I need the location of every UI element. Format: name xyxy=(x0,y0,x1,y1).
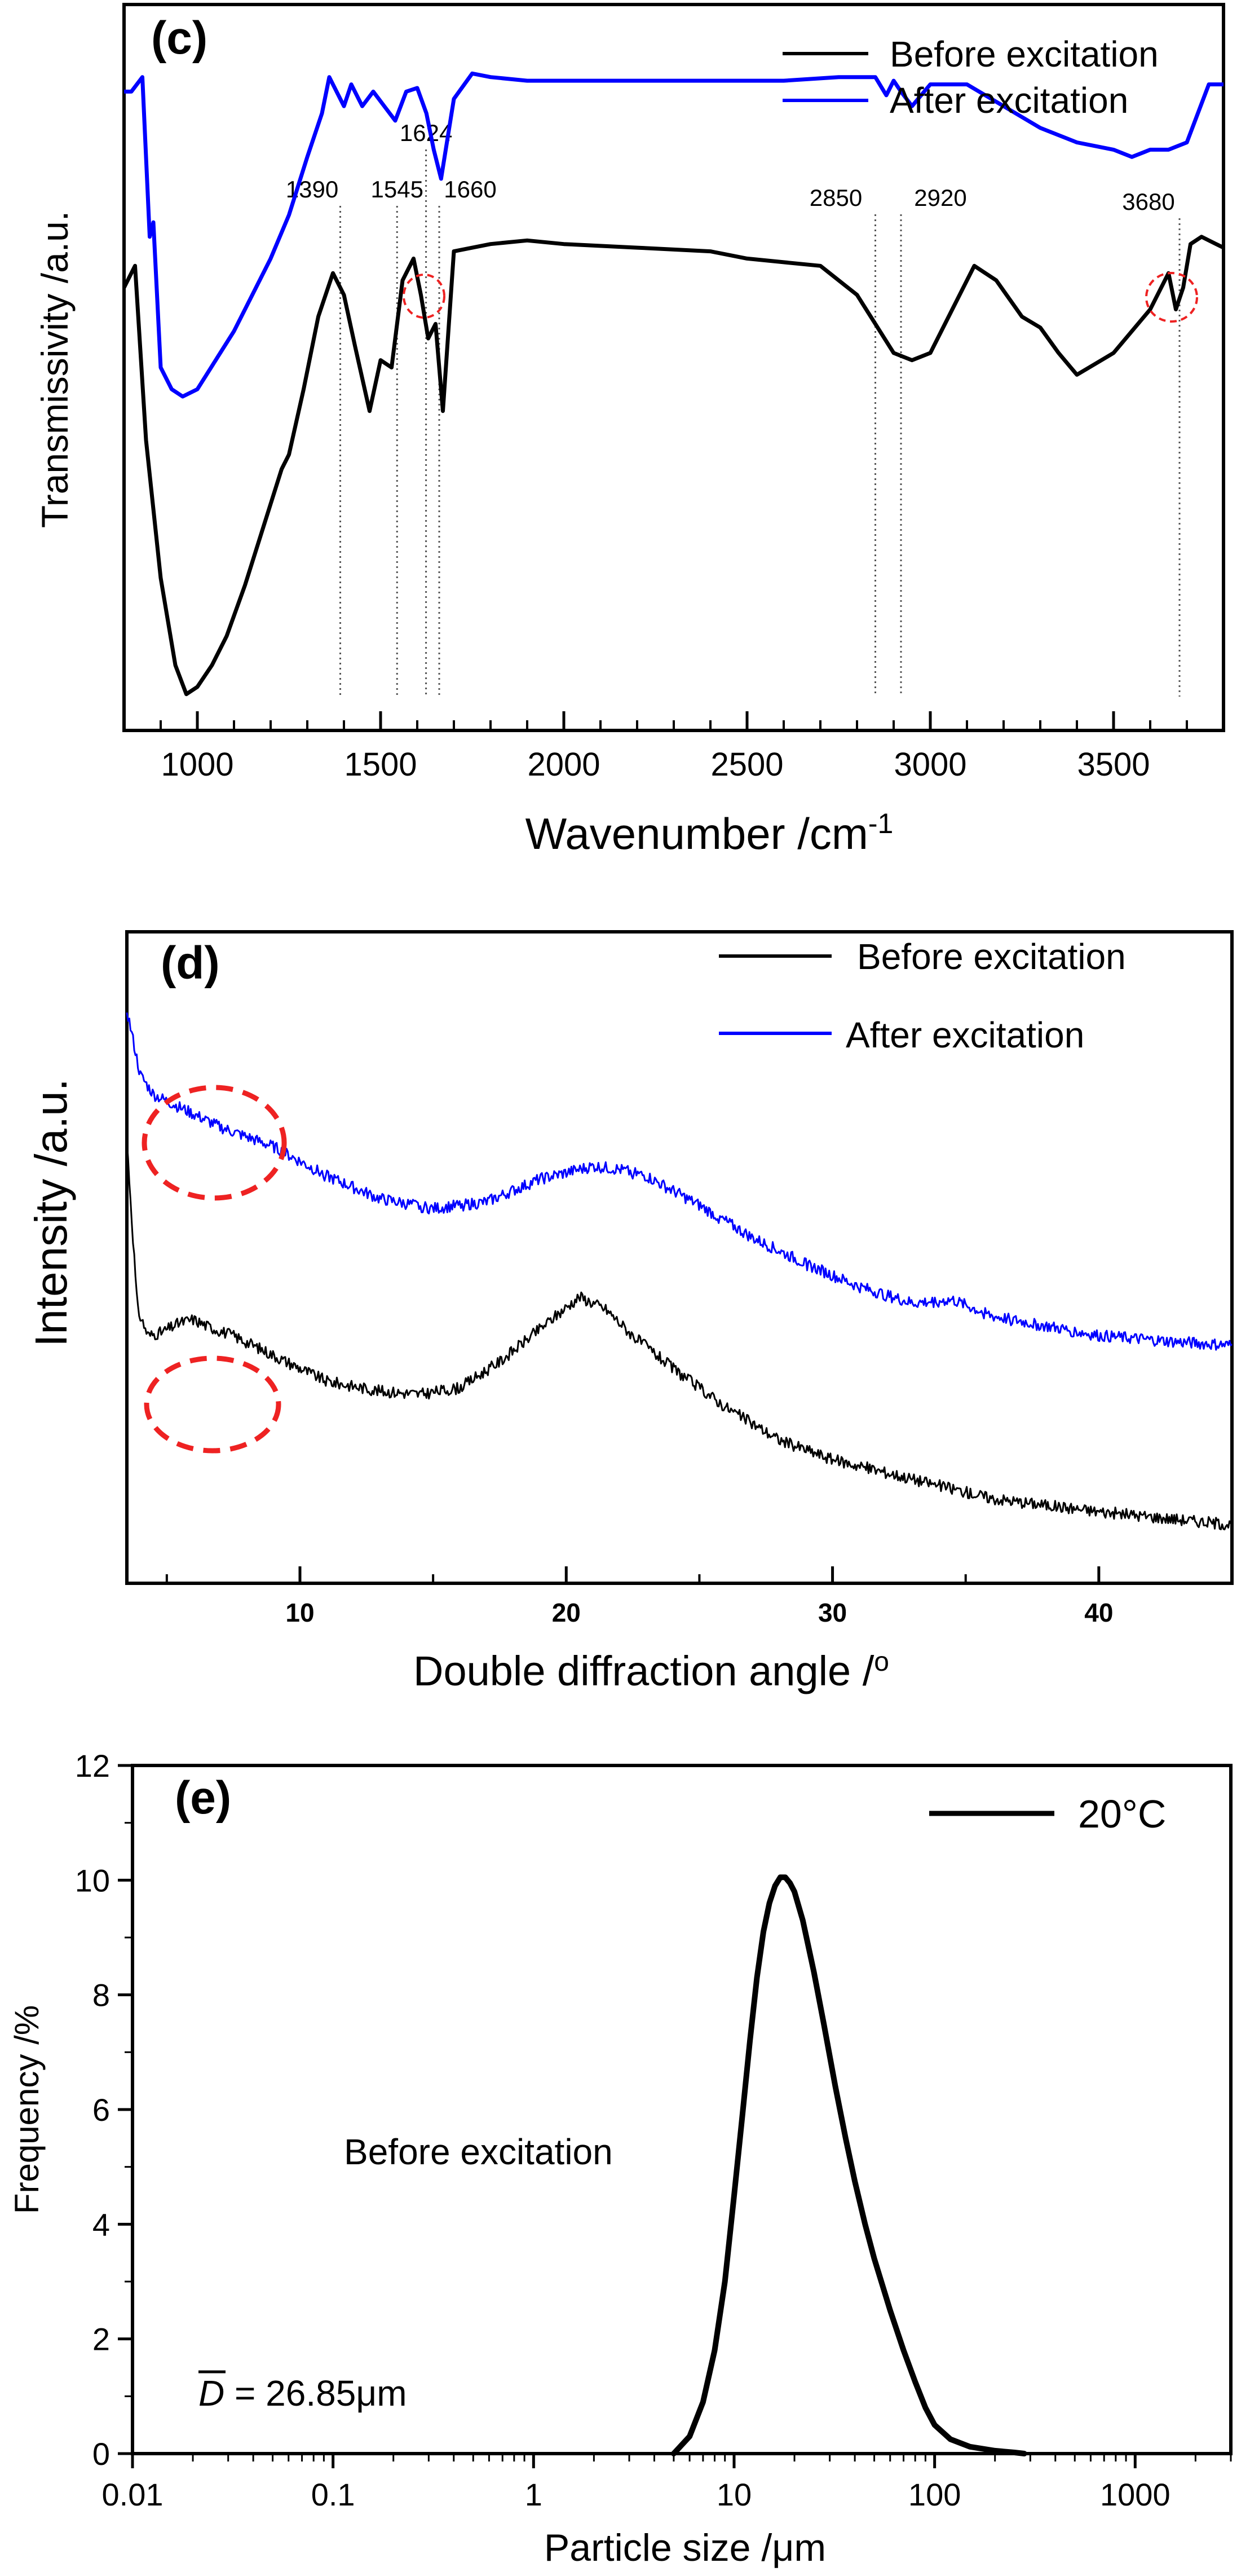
panel-d-x-axis-ticks: 10 20 30 40 xyxy=(165,1566,1233,1627)
panel-d-series xyxy=(126,1012,1233,1531)
panel-c-peak-label: 2920 xyxy=(914,184,966,211)
panel-c-peak-label: 1624 xyxy=(400,120,452,146)
panel-e-y-axis-title: Frequency /% xyxy=(8,2005,46,2214)
panel-c-x-axis-title-superscript: -1 xyxy=(868,808,893,839)
panel-e-x-tick-label: 0.01 xyxy=(102,2477,164,2512)
panel-c-x-tick-label: 2500 xyxy=(710,746,783,783)
panel-d-highlight-circle-after xyxy=(142,1085,287,1201)
panel-d-x-tick-label: 10 xyxy=(285,1598,314,1627)
panel-e-y-tick-label: 10 xyxy=(75,1862,110,1898)
panel-d-series-line-after xyxy=(126,1012,1233,1351)
panel-d-label: (d) xyxy=(161,937,220,989)
panel-d-highlight-circle-before xyxy=(144,1355,281,1454)
panel-d-series-line-before xyxy=(126,1141,1233,1531)
panel-e-annotation-text: Before excitation xyxy=(344,2132,613,2172)
panel-d-legend: Before excitation After excitation xyxy=(719,936,1126,1055)
panel-c-peak-label: 1660 xyxy=(444,176,496,202)
panel-c-series-line-before xyxy=(122,235,1225,697)
panel-d-x-axis-title: Double diffraction angle /o xyxy=(413,1647,889,1695)
panel-d-legend-label-before: Before excitation xyxy=(857,936,1126,977)
panel-e-x-axis-title-text: Particle size /μm xyxy=(544,2526,826,2569)
panel-c-x-axis-title: Wavenumber /cm-1 xyxy=(525,808,894,858)
panel-e-x-tick-label: 100 xyxy=(908,2477,961,2512)
panel-d-x-axis-title-text: Double diffraction angle / xyxy=(413,1648,874,1694)
panel-c-series-line-after xyxy=(124,71,1224,399)
panel-c-x-tick-label: 3500 xyxy=(1077,746,1150,783)
panel-e-label: (e) xyxy=(175,1772,231,1824)
panel-e-mean-diameter-text: D = 26.85μm xyxy=(198,2373,407,2414)
panel-d-xrd-chart: 10 20 30 40 (d) Before excitation After exc… xyxy=(26,930,1234,1695)
panel-e-x-tick-label: 1 xyxy=(525,2477,542,2512)
panel-e-x-tick-label: 1000 xyxy=(1100,2477,1171,2512)
panel-d-legend-label-after: After excitation xyxy=(846,1015,1084,1055)
panel-e-y-tick-label: 12 xyxy=(75,1748,110,1784)
panel-e-x-tick-label: 10 xyxy=(717,2477,752,2512)
panel-c-legend-label-after: After excitation xyxy=(890,80,1128,121)
panel-c-legend: Before excitation After excitation xyxy=(783,34,1159,121)
panel-d-y-axis-title: Intensity /a.u. xyxy=(26,1078,76,1347)
panel-c-peak-label: 3680 xyxy=(1122,188,1174,215)
panel-d-x-tick-label: 20 xyxy=(552,1598,581,1627)
panel-e-x-axis-title: Particle size /μm xyxy=(544,2526,826,2569)
panel-e-series-line xyxy=(670,1874,1027,2456)
panel-e-y-tick-label: 6 xyxy=(92,2092,110,2128)
panel-e-y-tick-label: 2 xyxy=(92,2322,110,2357)
panel-c-legend-label-before: Before excitation xyxy=(890,34,1159,74)
panel-c-x-tick-label: 2000 xyxy=(527,746,600,783)
panel-e-y-tick-label: 8 xyxy=(92,1978,110,2013)
panel-c-y-axis-title-text: Transmissivity /a.u. xyxy=(34,211,76,528)
panel-d-x-axis-title-superscript: o xyxy=(874,1647,889,1677)
panel-e-particle-size-chart: 0.01 0.1 1 10 100 1000 0 2 4 6 8 10 12 (e) 20°C Befo… xyxy=(8,1748,1233,2569)
panel-d-plot-frame xyxy=(125,930,1234,1585)
panel-c-highlight-circle-1 xyxy=(403,274,445,319)
panel-c-x-axis-ticks: 1000 1500 2000 2500 3000 3500 xyxy=(160,711,1188,783)
panel-c-label: (c) xyxy=(151,12,207,64)
panel-e-mean-diameter: D = 26.85μm xyxy=(198,2370,407,2414)
panel-c-peak-label: 2850 xyxy=(810,184,862,211)
panel-e-y-axis-title-text: Frequency /% xyxy=(8,2005,46,2214)
panel-e-y-tick-label: 4 xyxy=(92,2207,110,2242)
panel-c-series xyxy=(122,71,1225,697)
panel-e-mean-diameter-value: = 26.85μm xyxy=(224,2373,407,2414)
panel-d-x-tick-label: 30 xyxy=(818,1598,847,1627)
panel-c-peak-label: 1545 xyxy=(371,176,423,202)
panel-e-mean-diameter-symbol: D xyxy=(198,2373,224,2414)
panel-c-x-tick-label: 1000 xyxy=(161,746,233,783)
panel-e-legend-label: 20°C xyxy=(1078,1792,1166,1836)
panel-c-highlight-circle-2 xyxy=(1145,272,1198,323)
panel-d-y-axis-title-text: Intensity /a.u. xyxy=(26,1078,76,1347)
panel-c-ftir-chart: 1000 1500 2000 2500 3000 3500 1390 15451624166… xyxy=(34,3,1225,858)
panel-d-x-tick-label: 40 xyxy=(1084,1598,1113,1627)
panel-e-y-tick-label: 0 xyxy=(92,2436,110,2472)
panel-c-x-tick-label: 3000 xyxy=(894,746,966,783)
panel-e-series xyxy=(670,1874,1027,2456)
panel-c-x-axis-title-text: Wavenumber /cm xyxy=(525,809,868,858)
panel-e-x-tick-label: 0.1 xyxy=(311,2477,355,2512)
panel-c-x-tick-label: 1500 xyxy=(344,746,417,783)
panel-e-axis-ticks: 0.01 0.1 1 10 100 1000 0 2 4 6 8 10 12 xyxy=(75,1748,1232,2512)
panel-e-legend: 20°C xyxy=(929,1792,1166,1836)
panel-c-y-axis-title: Transmissivity /a.u. xyxy=(34,211,76,528)
